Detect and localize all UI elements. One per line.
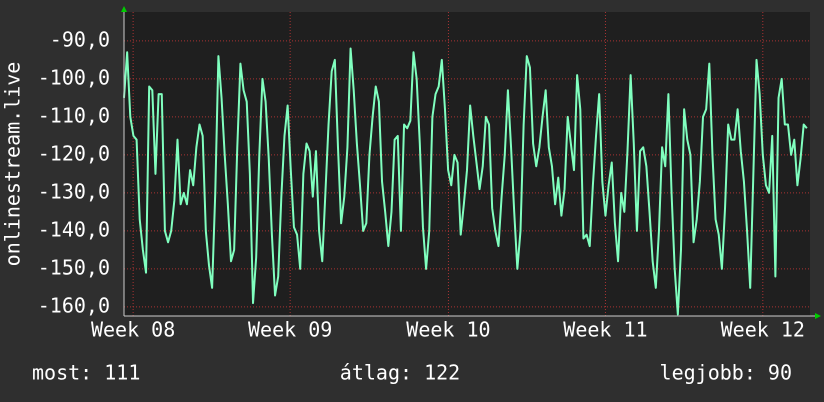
y-tick-label: -140,0: [38, 217, 110, 241]
x-tick-label: Week 11: [563, 318, 647, 342]
x-axis-arrow: [815, 313, 821, 319]
y-axis-arrow: [121, 6, 127, 12]
footer-best: legjobb: 90: [660, 361, 792, 385]
x-tick-label: Week 09: [248, 318, 332, 342]
y-tick-label: -100,0: [38, 65, 110, 89]
x-tick-label: Week 10: [406, 318, 490, 342]
y-tick-label: -110,0: [38, 103, 110, 127]
y-tick-label: -90,0: [50, 27, 110, 51]
y-axis-label: onlinestream.live: [1, 62, 25, 267]
x-tick-label: Week 08: [91, 318, 175, 342]
footer-average: átlag: 122: [340, 361, 460, 385]
footer-current: most: 111: [32, 361, 140, 385]
y-tick-label: -150,0: [38, 255, 110, 279]
y-tick-label: -130,0: [38, 179, 110, 203]
x-tick-label: Week 12: [721, 318, 805, 342]
data-line: [123, 47, 808, 316]
y-tick-label: -120,0: [38, 141, 110, 165]
y-tick-label: -160,0: [38, 293, 110, 317]
